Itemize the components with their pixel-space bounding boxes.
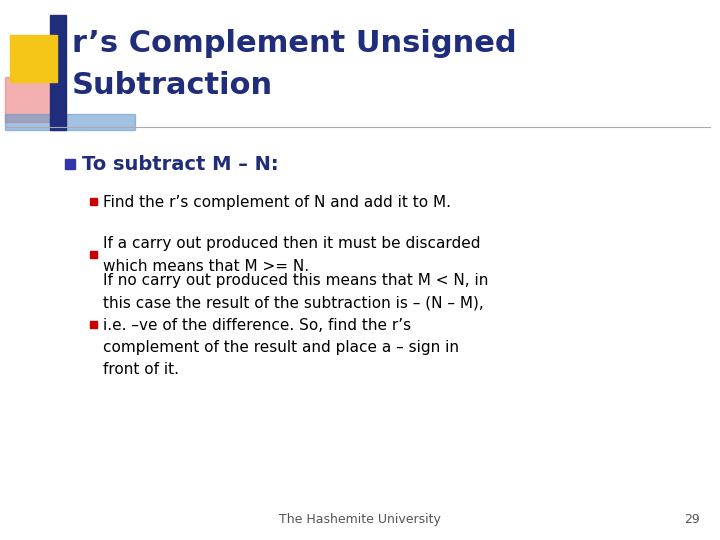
Text: The Hashemite University: The Hashemite University — [279, 513, 441, 526]
Text: If a carry out produced then it must be discarded
which means that M >= N.: If a carry out produced then it must be … — [103, 237, 480, 274]
Bar — [90, 198, 97, 205]
Text: Subtraction: Subtraction — [72, 71, 273, 99]
Text: To subtract M – N:: To subtract M – N: — [82, 154, 279, 173]
Text: If no carry out produced this means that M < N, in
this case the result of the s: If no carry out produced this means that… — [103, 273, 488, 377]
Bar — [65, 159, 75, 169]
FancyBboxPatch shape — [5, 77, 53, 122]
Bar — [90, 251, 97, 258]
Text: 29: 29 — [684, 513, 700, 526]
Bar — [50, 15, 66, 130]
Bar — [90, 321, 97, 328]
Bar — [10, 35, 57, 82]
Bar — [5, 114, 135, 130]
Text: Find the r’s complement of N and add it to M.: Find the r’s complement of N and add it … — [103, 194, 451, 210]
Text: r’s Complement Unsigned: r’s Complement Unsigned — [72, 30, 517, 58]
